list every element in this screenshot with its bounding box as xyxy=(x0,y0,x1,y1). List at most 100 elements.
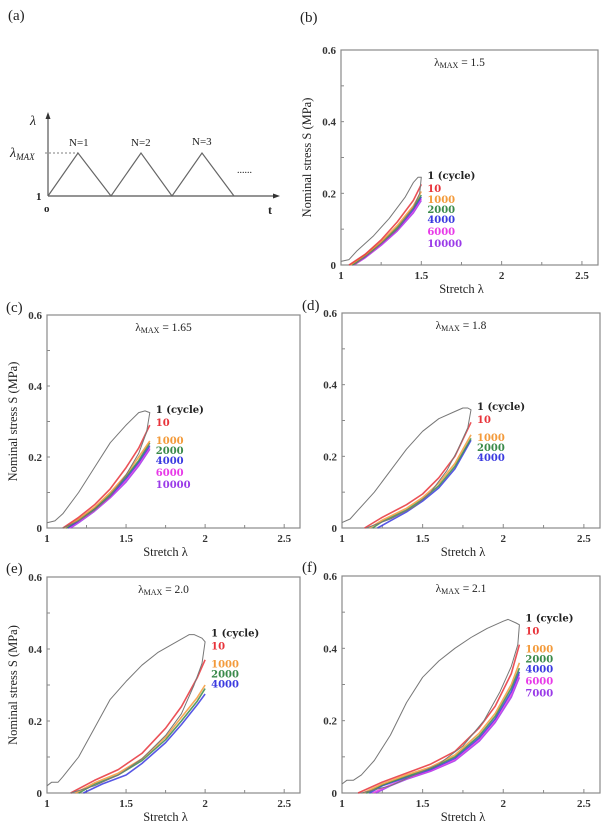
panel-c-y-tick-label: 0.2 xyxy=(28,452,42,464)
panel-e-x-tick-label: 2.5 xyxy=(277,798,291,810)
panel-b-x-axis-label: Stretch λ xyxy=(439,282,484,296)
panel-d-y-tick-label: 0 xyxy=(332,523,338,535)
panel-e-x-axis-label: Stretch λ xyxy=(143,810,188,824)
panel-c-series-1-cycle xyxy=(46,410,151,529)
panel-b-series-2000 xyxy=(351,194,422,266)
panel-b-x-tick-label: 2 xyxy=(499,270,505,282)
diagram-y-arrow-icon xyxy=(45,112,51,119)
panel-f-title: λMAX = 2.1 xyxy=(436,583,487,596)
panel-b-legend-1000: 1000 xyxy=(427,195,455,206)
panel-e-legend-4000: 4000 xyxy=(211,680,239,691)
panel-c-chart: (c) 1 1.5 2 2.5 0 0.2 0.4 0.6 Stretch λ Nominal st… xyxy=(6,300,301,559)
panel-d-plot-frame xyxy=(341,312,601,529)
panel-f-label: (f) xyxy=(302,560,317,576)
panel-d-series-10 xyxy=(364,421,472,529)
panel-b-y-tick-label: 0.2 xyxy=(322,188,336,200)
panel-e-series-10 xyxy=(70,659,206,794)
panel-c-y-axis-label: Nominal stress S (MPa) xyxy=(6,362,20,482)
diagram-cycle-label-2: N=2 xyxy=(131,137,151,149)
panel-e-y-tick-label: 0.4 xyxy=(28,644,42,656)
panel-c-y-tick-label: 0.4 xyxy=(28,381,42,393)
panel-c-title: λMAX = 1.65 xyxy=(135,322,192,335)
panel-d-legend-4000: 4000 xyxy=(477,453,505,464)
panel-f-legend-2000: 2000 xyxy=(525,654,553,665)
panel-f-series-1000 xyxy=(362,662,521,794)
diagram-triangle-wave xyxy=(47,151,235,198)
panel-f-y-tick-label: 0.2 xyxy=(323,716,337,728)
panel-d-x-tick-label: 1 xyxy=(339,533,345,545)
panel-e-x-tick-label: 1 xyxy=(44,798,50,810)
panel-e-y-tick-label: 0.2 xyxy=(28,716,42,728)
panel-c-series-1000 xyxy=(63,440,151,529)
diagram-origin-label: o xyxy=(44,203,50,215)
panel-c-x-tick-label: 1 xyxy=(44,533,50,545)
panel-a-label: (a) xyxy=(8,8,25,24)
panel-e-legend-2000: 2000 xyxy=(211,670,239,681)
panel-d-x-tick-label: 2.5 xyxy=(577,533,591,545)
panel-f-x-tick-label: 2 xyxy=(501,798,507,810)
panel-d-series-4000 xyxy=(377,439,472,529)
panel-c-legend-6000: 6000 xyxy=(156,468,184,479)
diagram-x-arrow-icon xyxy=(273,193,280,199)
panel-d-y-tick-label: 0.2 xyxy=(323,451,337,463)
panel-f-x-axis-label: Stretch λ xyxy=(441,810,486,824)
panel-f-y-tick-label: 0.6 xyxy=(323,571,337,583)
panel-f-series-6000 xyxy=(372,674,521,794)
panel-d-x-tick-label: 1.5 xyxy=(416,533,430,545)
panel-f-y-tick-label: 0.4 xyxy=(323,643,337,655)
panel-e-y-tick-label: 0.6 xyxy=(28,572,42,584)
panel-f-series-2000 xyxy=(365,667,521,794)
panel-c-y-tick-label: 0.6 xyxy=(28,310,42,322)
panel-f-legend-1000: 1000 xyxy=(525,644,553,655)
panel-d-title: λMAX = 1.8 xyxy=(436,320,487,333)
panel-b-chart: (b) 1 1.5 2 2.5 0 0.2 0.4 0.6 Stretch λ Nominal st… xyxy=(300,10,599,296)
panel-d-legend-1000: 1000 xyxy=(477,433,505,444)
panel-c-legend-1000: 1000 xyxy=(156,436,184,447)
panel-d-label: (d) xyxy=(302,298,320,314)
panel-d-legend-1-cycle: 1 (cycle) xyxy=(477,402,525,413)
panel-d-chart: (d) 1 1.5 2 2.5 0 0.2 0.4 0.6 Stretch λ λMAX = 1.8… xyxy=(302,298,601,559)
panel-d-legend-10: 10 xyxy=(477,415,491,426)
diagram-lambda-label: λ xyxy=(29,114,36,129)
panel-d-series-1-cycle xyxy=(341,407,472,529)
panel-f-x-tick-label: 2.5 xyxy=(577,798,591,810)
panel-f-legend-7000: 7000 xyxy=(525,688,553,699)
panel-c-plot-frame xyxy=(46,314,301,529)
panel-c-x-tick-label: 1.5 xyxy=(119,533,133,545)
panel-b-series-4000 xyxy=(351,196,422,266)
panel-f-legend-1-cycle: 1 (cycle) xyxy=(525,613,573,624)
panel-b-x-tick-label: 1.5 xyxy=(414,270,428,282)
panel-b-label: (b) xyxy=(300,10,318,26)
panel-d-legend-2000: 2000 xyxy=(477,443,505,454)
panel-f-x-tick-label: 1.5 xyxy=(416,798,430,810)
panel-b-legend-10000: 10000 xyxy=(427,239,462,250)
panel-c-legend-2000: 2000 xyxy=(156,446,184,457)
panel-d-x-axis-label: Stretch λ xyxy=(441,545,486,559)
panel-f-legend-6000: 6000 xyxy=(525,676,553,687)
diagram-lambda-max-label: λMAX xyxy=(9,146,35,162)
panel-a-diagram: (a) λ λMAX 1 o t N=1 N=2 N=3 ...... xyxy=(8,8,280,217)
panel-b-y-tick-label: 0.6 xyxy=(322,45,336,57)
panel-e-legend-1-cycle: 1 (cycle) xyxy=(211,629,259,640)
panel-f-legend-10: 10 xyxy=(525,626,539,637)
panel-e-chart: (e) 1 1.5 2 2.5 0 0.2 0.4 0.6 Stretch λ Nominal st… xyxy=(6,561,301,824)
diagram-one-label: 1 xyxy=(36,191,42,203)
panel-b-y-axis-label: Nominal stress S (MPa) xyxy=(300,98,314,218)
panel-b-legend-10: 10 xyxy=(427,184,441,195)
panel-b-plot-frame xyxy=(340,49,599,266)
panel-e-y-axis-label: Nominal stress S (MPa) xyxy=(6,625,20,745)
diagram-cycle-label-1: N=1 xyxy=(69,137,89,149)
panel-e-x-tick-label: 2 xyxy=(202,798,208,810)
panel-e-legend-1000: 1000 xyxy=(211,660,239,671)
panel-b-y-tick-label: 0 xyxy=(331,260,337,272)
panel-b-legend-6000: 6000 xyxy=(427,227,455,238)
panel-e-label: (e) xyxy=(6,561,23,577)
panel-e-series-4000 xyxy=(83,693,206,794)
panel-c-x-axis-label: Stretch λ xyxy=(143,545,188,559)
panel-e-legend-10: 10 xyxy=(211,642,225,653)
panel-b-legend-2000: 2000 xyxy=(427,205,455,216)
panel-d-y-tick-label: 0.6 xyxy=(323,308,337,320)
panel-c-legend-4000: 4000 xyxy=(156,456,184,467)
panel-c-y-tick-label: 0 xyxy=(37,523,43,535)
